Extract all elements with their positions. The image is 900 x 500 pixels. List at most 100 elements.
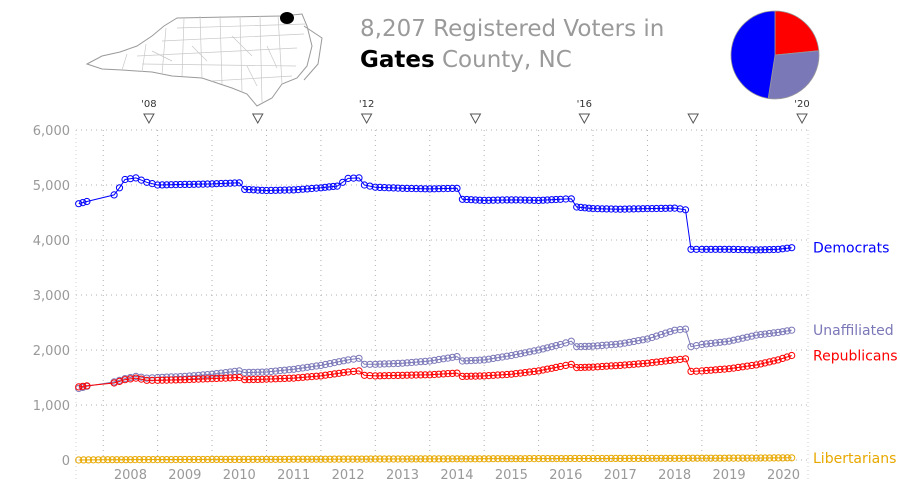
data-point — [281, 455, 289, 463]
data-point — [552, 195, 560, 204]
data-point — [543, 365, 551, 373]
data-point — [241, 376, 249, 384]
data-point — [671, 326, 679, 334]
data-point — [779, 245, 787, 253]
data-point — [203, 180, 212, 188]
data-point — [770, 329, 778, 337]
data-point — [350, 174, 358, 182]
data-point — [567, 360, 575, 368]
data-point — [676, 355, 684, 363]
data-point — [417, 185, 425, 193]
data-point — [240, 455, 248, 463]
data-point — [743, 333, 751, 341]
data-point — [290, 455, 298, 463]
data-point — [303, 185, 311, 193]
data-point — [577, 203, 585, 211]
data-point — [376, 360, 384, 368]
data-point — [403, 371, 411, 379]
data-point — [648, 454, 656, 462]
data-point — [494, 196, 502, 204]
data-point — [621, 361, 629, 369]
data-point — [589, 454, 597, 463]
data-point — [235, 455, 243, 463]
data-point — [417, 371, 425, 379]
data-point — [711, 245, 720, 253]
data-point — [222, 179, 230, 187]
data-point — [589, 205, 597, 213]
data-point — [245, 368, 253, 376]
data-point — [503, 196, 511, 204]
data-point — [734, 245, 742, 254]
data-point — [439, 370, 447, 378]
data-point — [607, 341, 615, 349]
data-point — [143, 178, 151, 186]
data-point — [779, 354, 787, 362]
election-marker-icon — [143, 113, 155, 125]
data-point — [676, 205, 684, 213]
data-point — [325, 183, 333, 191]
data-point — [350, 367, 358, 375]
data-point — [553, 455, 561, 463]
x-year-label: 2008 — [114, 468, 147, 483]
data-point — [567, 337, 575, 345]
y-tick-label: 6,000 — [33, 124, 70, 139]
data-point — [194, 375, 203, 383]
data-point — [312, 184, 320, 192]
data-point — [262, 368, 271, 376]
data-point — [408, 371, 416, 379]
data-point — [573, 203, 581, 211]
data-point — [272, 375, 280, 383]
data-point — [285, 186, 293, 194]
data-point — [412, 358, 420, 366]
data-point — [267, 186, 275, 194]
data-point — [788, 326, 796, 334]
data-point — [730, 336, 738, 344]
data-point — [721, 454, 729, 462]
data-point — [675, 454, 683, 462]
data-point — [503, 352, 511, 360]
data-point — [612, 340, 620, 348]
y-tick-label: 3,000 — [33, 289, 70, 304]
data-point — [290, 186, 298, 194]
data-point — [412, 455, 420, 463]
x-year-label: 2011 — [277, 468, 310, 483]
data-point — [589, 342, 597, 350]
series-unaffiliated — [75, 325, 796, 393]
data-point — [226, 179, 234, 187]
data-point — [557, 455, 565, 463]
data-point — [417, 455, 425, 463]
data-point — [535, 455, 543, 463]
data-point — [612, 362, 620, 370]
data-point — [707, 366, 715, 374]
data-point — [222, 369, 230, 377]
data-point — [598, 205, 606, 213]
data-point — [512, 351, 520, 359]
data-point — [290, 365, 298, 373]
data-point — [562, 455, 570, 463]
data-point — [408, 184, 416, 193]
data-point — [262, 455, 271, 463]
data-point — [507, 351, 515, 360]
data-point — [394, 359, 402, 367]
data-point — [380, 372, 388, 380]
data-point — [684, 454, 692, 462]
data-point — [463, 195, 471, 204]
data-point — [779, 328, 787, 336]
data-point — [104, 456, 112, 464]
data-point — [730, 245, 738, 253]
data-point — [607, 205, 615, 213]
data-point — [172, 181, 180, 189]
data-point — [761, 454, 769, 462]
data-point — [122, 456, 130, 464]
data-point — [267, 375, 275, 383]
data-point — [581, 342, 589, 350]
data-point — [194, 455, 203, 464]
data-point — [621, 454, 629, 462]
data-point — [765, 329, 774, 338]
data-point — [444, 184, 452, 193]
data-point — [634, 454, 643, 462]
series-label-libertarians: Libertarians — [813, 451, 896, 467]
data-point — [330, 370, 339, 378]
data-point — [543, 344, 551, 352]
data-point — [752, 454, 760, 462]
